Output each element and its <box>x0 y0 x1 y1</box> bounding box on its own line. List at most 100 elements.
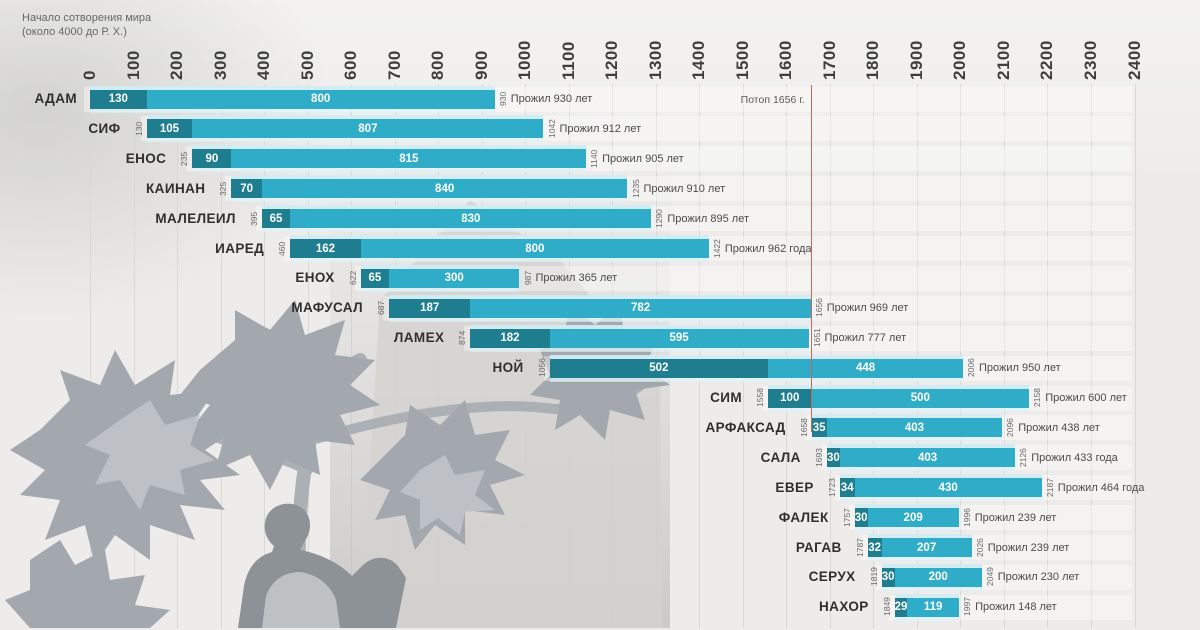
death-year-label: 1140 <box>589 149 600 168</box>
bar-segment-before-son: 65 <box>360 268 389 288</box>
bar-segment-after-son: 807 <box>192 119 544 139</box>
patriarch-name: ЕНОС <box>125 150 167 166</box>
lived-years-label: Прожил 912 лет <box>559 122 642 135</box>
axis-tick-label: 1300 <box>645 40 665 80</box>
birth-year-label: 1849 <box>881 597 892 617</box>
bar-segment-after-son: 403 <box>839 448 1016 468</box>
lived-years-label: Прожил 930 лет <box>510 93 593 105</box>
lived-years-label: Прожил 910 лет <box>643 182 726 195</box>
lifespan-bar: 90 815 <box>192 149 587 169</box>
bar-segment-after-son: 800 <box>146 89 495 109</box>
lived-years-label: Прожил 230 лет <box>997 571 1080 584</box>
lifespan-bar: 162 800 <box>290 239 709 258</box>
birth-year-label: 395 <box>248 211 259 226</box>
bar-segment-before-son: 105 <box>146 119 193 139</box>
patriarch-name: ЕВЕР <box>775 479 814 495</box>
patriarch-name: АДАМ <box>34 91 77 106</box>
death-year-label: 2049 <box>984 567 995 587</box>
axis-tick-label: 1500 <box>732 40 752 80</box>
birth-year-label: 235 <box>179 151 190 166</box>
death-year-label: 2158 <box>1032 388 1043 408</box>
birth-year-label: 1757 <box>841 508 852 528</box>
axis-tick-label: 100 <box>123 50 143 80</box>
lived-years-label: Прожил 895 лет <box>667 212 750 225</box>
bar-segment-after-son: 448 <box>768 358 963 378</box>
patriarch-name: ЛАМЕХ <box>393 330 445 346</box>
patriarch-name: СИМ <box>710 390 742 405</box>
lived-years-label: Прожил 905 лет <box>602 152 684 165</box>
bar-segment-after-son: 207 <box>881 538 972 557</box>
lived-years-label: Прожил 148 лет <box>975 601 1057 614</box>
birth-year-label: 1558 <box>755 388 765 408</box>
axis-tick-label: 2100 <box>993 40 1013 80</box>
axis-tick-label: 800 <box>428 50 448 80</box>
bar-segment-after-son: 782 <box>470 298 811 318</box>
lifespan-bar: 100 500 <box>768 388 1030 408</box>
axis-tick-label: 2200 <box>1037 40 1057 80</box>
axis-tick-label: 1700 <box>819 40 839 80</box>
lived-years-label: Прожил 950 лет <box>979 362 1061 375</box>
bar-segment-before-son: 502 <box>549 358 769 378</box>
lifespan-bar: 70 840 <box>231 179 628 199</box>
birth-year-label: 687 <box>376 301 386 316</box>
gridline-1900 <box>916 84 918 628</box>
axis-tick-label: 2300 <box>1081 40 1100 80</box>
creation-note-line2: (около 4000 до Р. Х.) <box>22 26 127 38</box>
gridline-200 <box>177 84 178 628</box>
gridline-1800 <box>873 84 875 628</box>
patriarch-name: СЕРУХ <box>808 569 856 585</box>
gridline-1500 <box>742 84 744 628</box>
lived-years-label: Прожил 433 года <box>1031 451 1118 464</box>
bar-segment-before-son: 34 <box>839 478 855 498</box>
bar-segment-before-son: 70 <box>231 179 262 199</box>
axis-tick-label: 1000 <box>515 40 535 80</box>
death-year-label: 987 <box>522 271 533 286</box>
lifespan-bar: 30 209 <box>854 508 959 528</box>
patriarch-name: ЕНОХ <box>295 270 335 286</box>
gridline-2300 <box>1091 84 1092 628</box>
birth-year-label: 1658 <box>798 418 809 438</box>
gridline-2200 <box>1047 84 1049 628</box>
axis-tick-label: 2400 <box>1124 40 1144 80</box>
lifespan-bar: 182 595 <box>470 328 809 348</box>
axis-tick-label: 1800 <box>863 40 883 80</box>
patriarch-name: ИАРЕД <box>215 240 265 256</box>
bar-segment-after-son: 300 <box>388 268 520 288</box>
birth-year-label: 622 <box>347 271 358 286</box>
death-year-label: 1235 <box>630 179 641 199</box>
lifespan-bar: 130 800 <box>90 89 495 109</box>
axis-tick-label: 1400 <box>689 40 709 80</box>
gridline-1700 <box>829 84 831 628</box>
lifespan-bar: 29 119 <box>895 597 960 617</box>
patriarch-name: САЛА <box>760 449 801 465</box>
patriarch-name: НОЙ <box>492 360 524 376</box>
bar-segment-before-son: 30 <box>826 448 840 468</box>
bar-segment-before-son: 30 <box>854 508 868 528</box>
gridline-2400 <box>1134 84 1136 628</box>
axis-tick-label: 400 <box>254 50 274 80</box>
bar-segment-after-son: 840 <box>261 179 628 199</box>
patriarch-name: АРФАКСАД <box>705 419 786 435</box>
gridline-2100 <box>1003 84 1005 628</box>
axis-tick-label: 300 <box>210 50 230 80</box>
gridline-100 <box>133 84 135 628</box>
creation-note: Начало сотворения мира (около 4000 до Р.… <box>22 11 151 39</box>
birth-year-label: 1723 <box>826 478 837 498</box>
lifespan-bar: 187 782 <box>389 298 811 318</box>
death-year-label: 1997 <box>962 597 973 617</box>
patriarch-name: ФАЛЕК <box>778 509 829 525</box>
gridline-2000 <box>960 84 962 628</box>
death-year-label: 2006 <box>966 358 976 378</box>
axis-tick-label: 200 <box>167 50 186 80</box>
bar-segment-after-son: 119 <box>907 597 960 617</box>
patriarch-name: МАЛЕЛЕИЛ <box>155 210 236 226</box>
patriarch-name: МАФУСАЛ <box>291 300 363 316</box>
lifespan-bar: 65 830 <box>261 209 652 229</box>
adam-figure <box>238 503 406 628</box>
lifespan-bar: 30 200 <box>881 567 982 587</box>
bar-segment-before-son: 35 <box>811 418 827 438</box>
bar-segment-before-son: 30 <box>881 567 895 587</box>
bar-segment-after-son: 209 <box>867 508 959 528</box>
